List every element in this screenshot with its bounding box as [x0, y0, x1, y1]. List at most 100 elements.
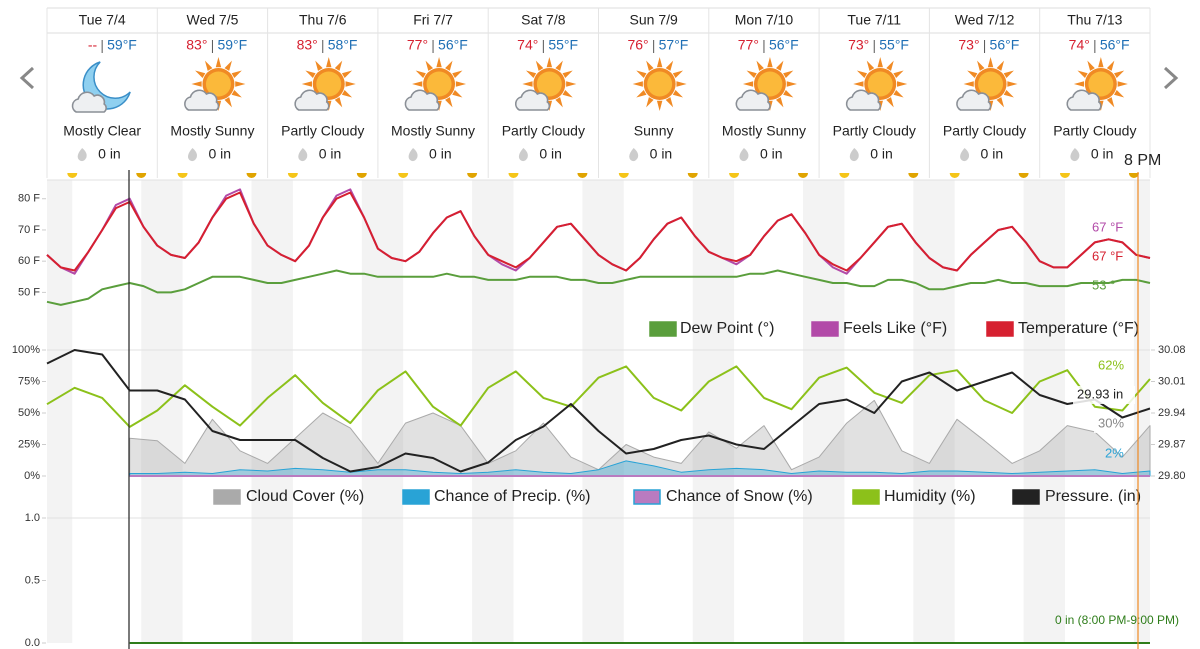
- legend-swatch[interactable]: [213, 489, 241, 505]
- sun-core: [316, 71, 342, 97]
- legend-label[interactable]: Temperature (°F): [1018, 320, 1139, 337]
- rain-drop: [298, 148, 308, 162]
- sun-ray: [1114, 90, 1125, 98]
- day-card[interactable]: Tue 7/4 -- 59°F Mostly Clear 0 in: [46, 8, 141, 178]
- day-card[interactable]: Wed 7/12 73° 56°F Partly Cloudy 0 in: [928, 8, 1026, 178]
- y-tick-label: 0%: [24, 470, 40, 482]
- day-card[interactable]: Thu 7/6 83° 58°F Partly Cloudy 0 in: [267, 8, 365, 178]
- chart: 100% 75% 50% 25% 0% 30.08 30.01 29.94 29.87 29.80…: [12, 344, 1186, 505]
- cloud: [184, 89, 220, 111]
- y-tick-label: 100%: [12, 344, 40, 356]
- day-high: 73°: [958, 37, 979, 53]
- day-card[interactable]: Tue 7/11 73° 55°F Partly Cloudy 0 in: [818, 8, 916, 178]
- cloud: [845, 89, 881, 111]
- sun-marker: [577, 173, 588, 179]
- y-tick-label: 80 F: [18, 193, 40, 205]
- forecast-cards: Tue 7/4 -- 59°F Mostly Clear 0 in Wed 7/5 83° 5…: [46, 7, 1151, 178]
- sun-ray: [656, 100, 663, 111]
- night-band: [913, 180, 955, 643]
- legend-swatch[interactable]: [852, 489, 880, 505]
- chart: 80 F 70 F 60 F 50 F Dew Point (°) 53 ° Feels L…: [18, 179, 1151, 337]
- prev-arrow[interactable]: [19, 66, 35, 90]
- sun-ray: [996, 60, 1005, 71]
- legend-swatch[interactable]: [986, 321, 1014, 337]
- legend-label[interactable]: Feels Like (°F): [843, 320, 947, 337]
- sun-ray: [191, 81, 202, 87]
- sun-ray: [632, 81, 643, 87]
- sun-core: [536, 71, 562, 97]
- area: [129, 399, 1151, 477]
- next-arrow[interactable]: [1163, 66, 1179, 90]
- day-condition: Partly Cloudy: [281, 123, 364, 139]
- sun-ray: [445, 60, 453, 71]
- sun-marker: [246, 173, 257, 179]
- day-low: 59°F: [107, 37, 137, 53]
- cloud: [294, 89, 330, 111]
- day-card[interactable]: Sat 7/8 74° 55°F Partly Cloudy 0 in: [487, 8, 585, 178]
- hover-readout: 0 in (8:00 PM-9:00 PM): [1055, 613, 1179, 627]
- sun-ray: [341, 90, 353, 98]
- sun-ray: [562, 90, 573, 98]
- y2-tick-label: 29.94: [1158, 407, 1186, 419]
- legend-swatch[interactable]: [649, 321, 677, 337]
- legend-swatch[interactable]: [633, 489, 661, 505]
- day-card[interactable]: Fri 7/7 77° 56°F Mostly Sunny 0 in: [377, 8, 475, 178]
- sun-ray: [1106, 60, 1115, 71]
- legend-label[interactable]: Humidity (%): [884, 488, 976, 505]
- sun-ray: [967, 70, 978, 78]
- day-date: Thu 7/13: [1067, 12, 1122, 28]
- night-band: [582, 180, 624, 643]
- legend-swatch[interactable]: [1012, 489, 1040, 505]
- day-low: 56°F: [769, 37, 799, 53]
- day-card[interactable]: Mon 7/10 77° 56°F Mostly Sunny 0 in: [708, 8, 806, 178]
- y-tick-label: 60 F: [18, 255, 40, 267]
- sun-ray: [1098, 57, 1104, 68]
- day-date: Fri 7/7: [413, 12, 453, 28]
- hover-readout: 62%: [1098, 357, 1124, 372]
- sun-ray: [676, 81, 687, 87]
- line: [46, 365, 1151, 428]
- sun-ray: [775, 60, 784, 71]
- legend-label[interactable]: Dew Point (°): [680, 320, 774, 337]
- sun-ray: [195, 70, 206, 78]
- day-high: 74°: [1069, 37, 1090, 53]
- sun-ray: [546, 57, 553, 68]
- sun-marker: [798, 173, 809, 179]
- sun-ray: [326, 57, 332, 68]
- sun-ray: [555, 60, 563, 71]
- day-date: Tue 7/11: [847, 12, 901, 28]
- sun-ray: [977, 60, 985, 71]
- legend-label[interactable]: Cloud Cover (%): [246, 488, 364, 505]
- legend-label[interactable]: Chance of Snow (%): [666, 488, 813, 505]
- day-high: 74°: [517, 37, 538, 53]
- day-precip: 0 in: [208, 146, 231, 162]
- sun-marker: [618, 173, 629, 179]
- y2-tick-label: 29.87: [1158, 438, 1186, 450]
- legend-swatch[interactable]: [402, 489, 430, 505]
- readout-box: [1094, 415, 1128, 433]
- night-band: [472, 180, 514, 643]
- day-card[interactable]: Thu 7/13 74° 56°F Partly Cloudy 0 in: [1039, 8, 1151, 178]
- day-card[interactable]: Sun 7/9 76° 57°F Sunny 0 in: [598, 8, 689, 178]
- sun-ray: [204, 60, 213, 71]
- rain-drop: [1070, 148, 1080, 162]
- readout-box: [1073, 386, 1135, 404]
- day-date: Thu 7/6: [299, 12, 347, 28]
- sun-ray: [646, 97, 654, 108]
- sun-ray: [535, 60, 544, 71]
- rain-drop: [518, 148, 528, 162]
- sun-ray: [893, 70, 904, 78]
- sun-marker: [67, 173, 78, 179]
- rain-drop: [960, 148, 970, 162]
- legend-label[interactable]: Chance of Precip. (%): [434, 488, 591, 505]
- day-condition: Sunny: [634, 123, 674, 139]
- sun-core: [647, 71, 673, 97]
- sun-ray: [522, 81, 533, 87]
- legend-label[interactable]: Pressure. (in): [1045, 488, 1141, 505]
- chart: 1.0 0.5 0.0 0 in (8:00 PM-9:00 PM): [25, 512, 1179, 649]
- y2-tick-label: 30.01: [1158, 375, 1186, 387]
- legend-swatch[interactable]: [811, 321, 839, 337]
- sun-ray: [525, 70, 537, 78]
- hover-readout: 29.93 in: [1077, 386, 1123, 401]
- day-card[interactable]: Wed 7/5 83° 59°F Mostly Sunny 0 in: [156, 8, 254, 178]
